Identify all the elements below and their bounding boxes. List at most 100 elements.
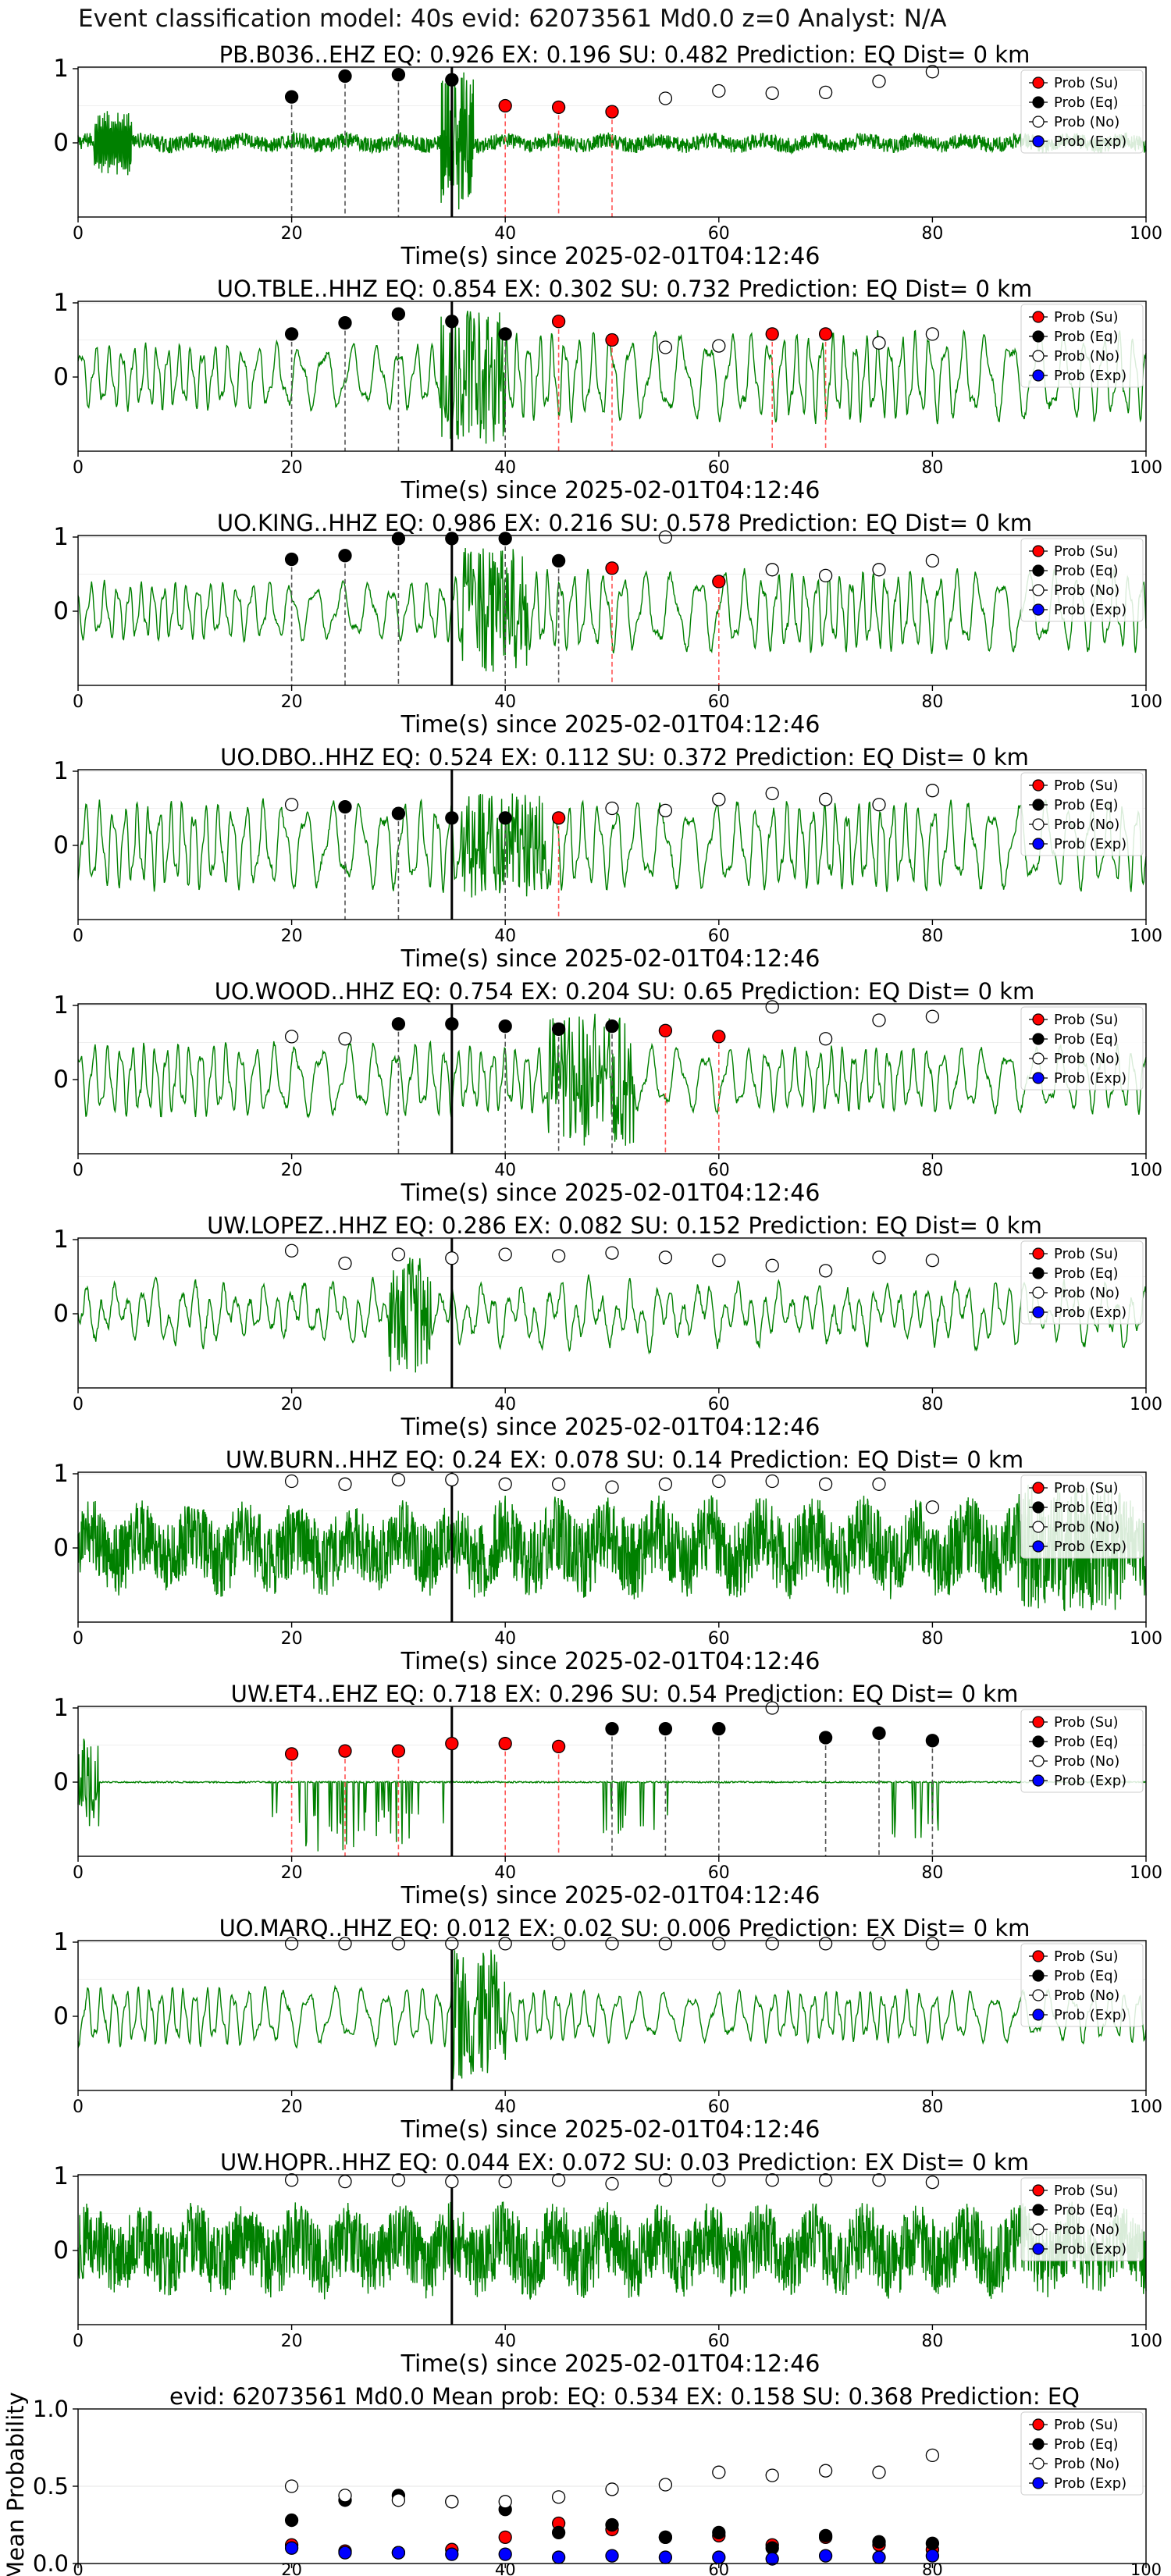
prob-point: [925, 1009, 940, 1023]
legend-marker: [1032, 96, 1045, 109]
legend-marker: [1032, 2477, 1045, 2489]
x-tick-label: 20: [281, 458, 303, 478]
waveform-trace: [77, 1258, 1147, 1373]
prob-point: [391, 67, 406, 82]
prob-point: [498, 98, 512, 113]
x-axis-label: Time(s) since 2025-02-01T04:12:46: [400, 711, 820, 738]
station-panel: UW.HOPR..HHZ EQ: 0.044 EX: 0.072 SU: 0.0…: [53, 2149, 1162, 2378]
x-tick-label: 80: [921, 1161, 943, 1180]
mean-prob-point: [284, 2479, 299, 2493]
x-tick-label: 0: [73, 224, 84, 244]
x-tick-label: 100: [1130, 1863, 1162, 1883]
prob-point: [605, 105, 619, 119]
prob-point: [925, 1734, 940, 1748]
prob-point: [445, 1472, 459, 1487]
y-tick-label: 1: [53, 991, 69, 1019]
prob-point: [284, 1244, 299, 1258]
legend-entry: Prob (Exp): [1054, 2475, 1127, 2492]
mean-prob-point: [284, 2513, 299, 2528]
prob-point: [551, 1739, 566, 1754]
prob-point: [658, 340, 673, 354]
x-axis-label: Time(s) since 2025-02-01T04:12:46: [400, 1179, 820, 1207]
x-tick-label: 60: [708, 224, 730, 244]
station-panel: UW.LOPEZ..HHZ EQ: 0.286 EX: 0.082 SU: 0.…: [53, 1212, 1162, 1441]
prob-point: [818, 1264, 833, 1278]
mean-prob-point: [498, 2495, 512, 2509]
waveform-trace: [77, 1949, 1147, 2080]
legend-entry: Prob (Su): [1054, 543, 1119, 560]
prob-point: [605, 2176, 619, 2191]
station-panel: UO.TBLE..HHZ EQ: 0.854 EX: 0.302 SU: 0.7…: [53, 276, 1162, 504]
axes-frame: [77, 1237, 1147, 1389]
x-tick-label: 80: [921, 458, 943, 478]
prob-point: [551, 2173, 566, 2187]
prob-point: [498, 811, 512, 825]
prob-point: [925, 1937, 940, 1951]
prob-point: [605, 561, 619, 575]
prob-point: [872, 2173, 886, 2187]
legend-entry: Prob (Su): [1054, 777, 1119, 794]
station-panel: PB.B036..EHZ EQ: 0.926 EX: 0.196 SU: 0.4…: [53, 41, 1162, 270]
legend-entry: Prob (Exp): [1054, 1539, 1127, 1555]
legend-entry: Prob (Eq): [1054, 797, 1119, 813]
prob-point: [284, 1747, 299, 1761]
x-tick-label: 20: [281, 1863, 303, 1883]
prob-point: [712, 84, 726, 98]
axes-frame: [77, 2174, 1147, 2325]
station-panel: UW.BURN..HHZ EQ: 0.24 EX: 0.078 SU: 0.14…: [53, 1446, 1162, 1675]
prob-point: [605, 1019, 619, 1034]
y-tick-label: 0: [53, 1300, 69, 1328]
x-tick-label: 60: [708, 1629, 730, 1649]
prob-point: [391, 1017, 406, 1031]
prob-point: [391, 2173, 406, 2187]
legend-entry: Prob (No): [1054, 348, 1119, 365]
axes-frame: [77, 535, 1147, 686]
waveform-trace: [77, 72, 1147, 210]
legend-entry: Prob (Exp): [1054, 2007, 1127, 2023]
y-tick-label: 1: [53, 1226, 69, 1254]
x-tick-label: 0: [73, 2560, 83, 2576]
x-tick-label: 100: [1130, 2560, 1162, 2576]
prob-point: [338, 549, 352, 563]
prob-point: [658, 2173, 673, 2187]
mean-prob-point: [658, 2478, 673, 2492]
prob-point: [765, 1701, 779, 1715]
prob-point: [445, 1736, 459, 1751]
legend-marker: [1032, 1521, 1045, 1533]
prob-point: [712, 2173, 726, 2187]
y-tick-label: 1: [53, 2162, 69, 2190]
legend-box: [1020, 1475, 1144, 1559]
x-tick-label: 80: [921, 2097, 943, 2117]
legend-box: [1020, 2177, 1144, 2261]
x-tick-label: 60: [708, 2560, 729, 2576]
x-tick-label: 0: [73, 1863, 84, 1883]
y-tick-label: 1: [53, 757, 69, 785]
mean-prob-point: [712, 2465, 726, 2479]
mean-prob-point: [391, 2546, 406, 2560]
prob-point: [712, 1721, 726, 1736]
x-tick-label: 20: [281, 692, 303, 712]
x-tick-label: 60: [708, 1863, 730, 1883]
legend-entry: Prob (Exp): [1054, 133, 1127, 150]
x-tick-label: 40: [494, 1863, 516, 1883]
prob-point: [338, 799, 352, 814]
y-tick-label: 0: [53, 2236, 69, 2265]
legend-marker: [1032, 1247, 1045, 1260]
prob-point: [338, 315, 352, 330]
prob-point: [872, 1937, 886, 1951]
waveform-trace: [77, 793, 1147, 898]
x-tick-label: 40: [494, 458, 516, 478]
legend-entry: Prob (No): [1054, 2222, 1119, 2238]
prob-point: [284, 2173, 299, 2187]
x-tick-label: 100: [1130, 1161, 1162, 1180]
legend: Prob (Su) Prob (Eq) Prob (No) Prob (Exp): [1020, 1006, 1144, 1091]
mean-prob-point: [391, 2493, 406, 2507]
x-tick-label: 40: [494, 2097, 516, 2117]
legend-marker: [1032, 2204, 1045, 2216]
legend-marker: [1032, 1013, 1045, 1026]
legend-entry: Prob (Su): [1054, 1714, 1119, 1731]
x-tick-label: 40: [494, 1629, 516, 1649]
prob-point: [925, 784, 940, 798]
waveform-trace: [77, 1738, 1147, 1852]
waveform-trace: [77, 2201, 1147, 2300]
